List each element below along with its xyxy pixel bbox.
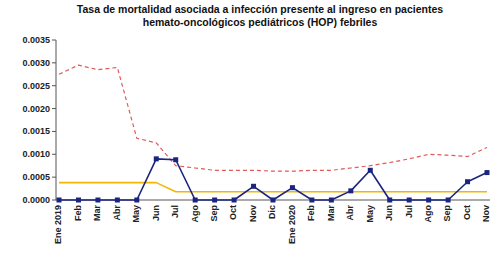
series-line bbox=[59, 183, 487, 192]
marker bbox=[271, 198, 276, 203]
marker bbox=[76, 198, 81, 203]
y-tick bbox=[52, 108, 56, 109]
x-tick-label: Jul bbox=[404, 205, 414, 218]
marker bbox=[426, 198, 431, 203]
x-tick-label: May bbox=[131, 205, 141, 223]
x-tick-label: Oct bbox=[228, 205, 238, 220]
marker bbox=[387, 198, 392, 203]
x-tick-label: Oct bbox=[462, 205, 472, 220]
marker bbox=[212, 198, 217, 203]
plot-area bbox=[57, 65, 490, 202]
marker bbox=[465, 179, 470, 184]
marker bbox=[407, 198, 412, 203]
y-tick bbox=[52, 200, 56, 201]
x-tick-label: Ene 2020 bbox=[287, 205, 297, 244]
x-tick-label: Jul bbox=[170, 205, 180, 218]
y-tick-label: 0.0035 bbox=[22, 35, 50, 45]
x-tick-label: May bbox=[365, 205, 375, 223]
x-tick-label: Feb bbox=[73, 205, 83, 222]
x-tick-label: Mar bbox=[326, 205, 336, 222]
series-line bbox=[59, 65, 487, 171]
x-tick-label: Sep bbox=[209, 205, 219, 222]
marker bbox=[368, 168, 373, 173]
series-line bbox=[59, 159, 487, 200]
marker bbox=[173, 157, 178, 162]
y-tick bbox=[52, 131, 56, 132]
y-axis bbox=[56, 40, 57, 200]
marker bbox=[134, 198, 139, 203]
marker bbox=[57, 198, 62, 203]
x-tick-label: Dic bbox=[267, 205, 277, 219]
x-tick-label: Mar bbox=[92, 205, 102, 222]
y-tick bbox=[52, 85, 56, 86]
x-tick-label: Feb bbox=[306, 205, 316, 222]
x-tick-label: Abr bbox=[345, 205, 355, 221]
x-tick-label: Ago bbox=[190, 205, 200, 223]
y-tick-label: 0.0020 bbox=[22, 104, 50, 114]
marker bbox=[95, 198, 100, 203]
marker bbox=[329, 198, 334, 203]
y-tick-label: 0.0005 bbox=[22, 172, 50, 182]
x-tick-label: Nov bbox=[248, 205, 258, 222]
y-tick-label: 0.0015 bbox=[22, 126, 50, 136]
x-tick-label: Jun bbox=[384, 205, 394, 221]
marker bbox=[485, 170, 490, 175]
y-tick bbox=[52, 40, 56, 41]
marker bbox=[446, 198, 451, 203]
chart-svg: 0.0000 0.0005 0.0010 0.0015 0.0020 0.0025 0.00… bbox=[0, 0, 500, 270]
marker bbox=[251, 184, 256, 189]
marker bbox=[309, 198, 314, 203]
marker bbox=[193, 198, 198, 203]
y-tick bbox=[52, 154, 56, 155]
x-tick-label: Sep bbox=[442, 205, 452, 222]
y-tick-label: 0.0030 bbox=[22, 58, 50, 68]
x-tick-label: Jun bbox=[151, 205, 161, 221]
marker bbox=[232, 198, 237, 203]
x-tick-label: Nov bbox=[481, 205, 491, 222]
marker bbox=[154, 156, 159, 161]
x-tick-label: Ene 2019 bbox=[53, 205, 63, 244]
chart-title: Tasa de mortalidad asociada a infección … bbox=[60, 3, 460, 29]
marker bbox=[115, 198, 120, 203]
marker bbox=[290, 185, 295, 190]
marker bbox=[348, 188, 353, 193]
x-tick-label: Abr bbox=[112, 205, 122, 221]
y-tick-label: 0.0010 bbox=[22, 149, 50, 159]
y-tick-label: 0.0000 bbox=[22, 195, 50, 205]
y-tick-label: 0.0025 bbox=[22, 81, 50, 91]
y-tick bbox=[52, 62, 56, 63]
x-tick-label: Ago bbox=[423, 205, 433, 223]
y-tick bbox=[52, 177, 56, 178]
